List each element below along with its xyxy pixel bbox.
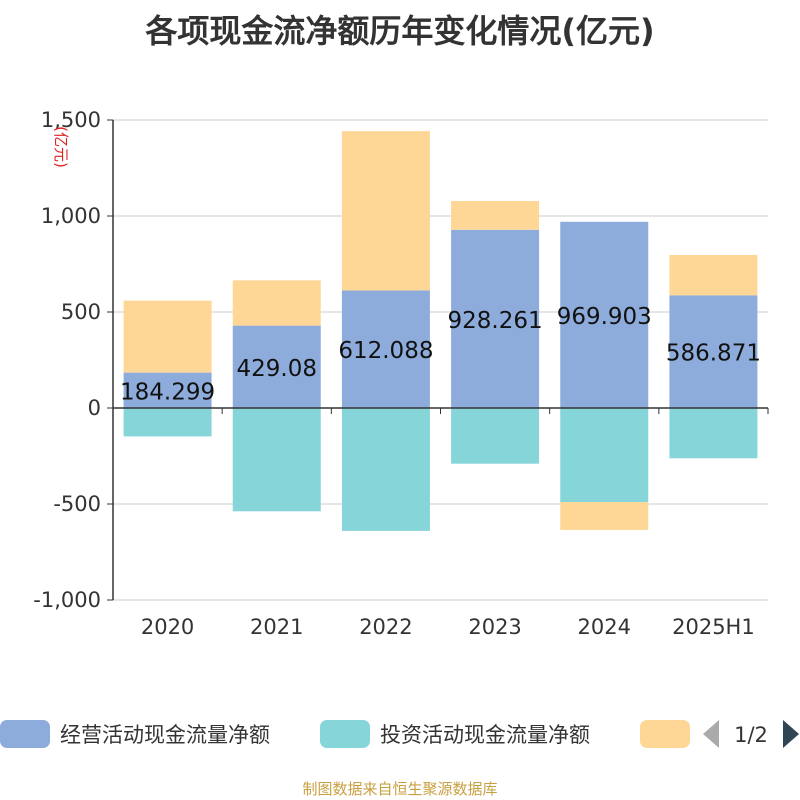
y-tick-label: -500 [53, 492, 101, 516]
bar-3-2020[interactable] [123, 300, 212, 373]
legend: 经营活动现金流量净额 投资活动现金流量净额 1/2 [0, 720, 799, 748]
bars [123, 131, 758, 531]
source-note: 制图数据来自恒生聚源数据库 [302, 780, 498, 798]
x-tick-label: 2022 [359, 615, 412, 639]
data-labels: 184.299 429.08 612.088 928.261 969.903 586.87… [120, 304, 761, 405]
bar-1-2023[interactable] [451, 229, 540, 408]
bar-3-2023[interactable] [451, 200, 540, 230]
x-tick-label: 2023 [468, 615, 521, 639]
x-tick-label: 2025H1 [672, 615, 755, 639]
x-tick-label: 2020 [141, 615, 194, 639]
x-tick-label: 2024 [578, 615, 631, 639]
bar-2-2023[interactable] [451, 408, 540, 464]
bar-3-2024[interactable] [560, 502, 649, 530]
y-tick-label: -1,000 [33, 588, 101, 612]
y-tick-label: 500 [61, 300, 101, 324]
bar-3-2022[interactable] [341, 131, 430, 291]
gridlines [113, 119, 768, 601]
bar-1-2021[interactable] [232, 325, 321, 408]
legend-item-1[interactable]: 经营活动现金流量净额 [0, 720, 270, 748]
axes [107, 119, 769, 601]
data-label: 928.261 [448, 308, 543, 334]
bar-3-2025H1[interactable] [669, 255, 758, 296]
y-unit-label: (亿元) [52, 126, 70, 168]
legend-next-arrow-icon[interactable] [783, 720, 799, 748]
legend-swatch [0, 720, 50, 748]
chart-title: 各项现金流净额历年变化情况(亿元) [145, 12, 655, 50]
legend-item-2[interactable]: 投资活动现金流量净额 [320, 720, 590, 748]
legend-item-3[interactable] [640, 720, 690, 748]
bar-2-2020[interactable] [123, 408, 212, 437]
legend-prev-arrow-icon[interactable] [703, 720, 719, 748]
bar-1-2020[interactable] [123, 372, 212, 408]
legend-label: 投资活动现金流量净额 [380, 723, 590, 747]
legend-swatch [640, 720, 690, 748]
x-tick-label: 2021 [250, 615, 303, 639]
y-tick-label: 1,500 [41, 108, 101, 132]
legend-swatch [320, 720, 370, 748]
bar-1-2022[interactable] [341, 290, 430, 408]
bar-2-2025H1[interactable] [669, 408, 758, 459]
y-tick-labels: 1,500 1,000 500 0 -500 -1,000 [33, 108, 101, 612]
data-label: 612.088 [338, 338, 433, 364]
legend-label: 经营活动现金流量净额 [60, 723, 270, 747]
bar-3-2021[interactable] [232, 280, 321, 326]
bar-2-2022[interactable] [341, 408, 430, 531]
x-tick-labels: 2020 2021 2022 2023 2024 2025H1 [141, 615, 755, 639]
data-label: 586.871 [666, 341, 761, 367]
bar-1-2024[interactable] [560, 221, 649, 408]
data-label: 184.299 [120, 379, 215, 405]
bar-2-2021[interactable] [232, 408, 321, 512]
y-tick-label: 1,000 [41, 204, 101, 228]
legend-page-indicator: 1/2 [734, 723, 768, 747]
y-tick-label: 0 [88, 396, 101, 420]
data-label: 969.903 [557, 304, 652, 330]
bar-2-2024[interactable] [560, 408, 649, 503]
bar-1-2025H1[interactable] [669, 295, 758, 408]
data-label: 429.08 [237, 356, 317, 382]
